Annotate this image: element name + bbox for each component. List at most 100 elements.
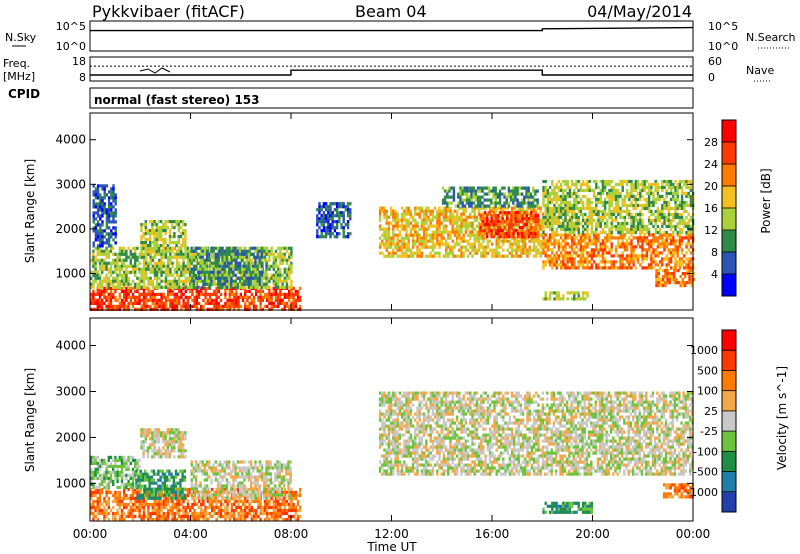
data-cell <box>223 261 226 265</box>
data-cell <box>221 267 224 271</box>
data-cell <box>340 226 343 230</box>
data-cell <box>433 245 437 249</box>
data-cell <box>322 202 326 206</box>
data-cell <box>534 235 537 239</box>
data-cell <box>621 197 624 202</box>
data-cell <box>407 254 410 258</box>
data-cell <box>477 206 481 210</box>
data-cell <box>288 246 291 250</box>
data-cell <box>639 245 642 249</box>
data-cell <box>94 292 97 296</box>
data-cell <box>676 233 679 237</box>
data-cell <box>470 204 473 208</box>
data-cell <box>232 264 235 268</box>
data-cell <box>674 266 677 270</box>
data-cell <box>296 295 300 299</box>
data-cell <box>440 221 443 225</box>
data-cell <box>488 233 492 237</box>
data-cell <box>683 182 686 187</box>
data-cell <box>247 261 251 265</box>
data-cell <box>498 204 502 208</box>
data-cell <box>477 239 481 243</box>
data-cell <box>149 255 152 259</box>
data-cell <box>568 200 572 205</box>
data-cell <box>606 191 609 196</box>
data-cell <box>652 236 655 240</box>
data-cell <box>687 227 690 232</box>
data-cell <box>592 236 596 240</box>
data-cell <box>595 236 598 240</box>
data-cell <box>178 276 181 280</box>
data-cell <box>333 202 337 206</box>
data-cell <box>277 276 280 280</box>
data-cell <box>429 236 432 240</box>
data-cell <box>149 229 152 233</box>
data-cell <box>573 236 576 240</box>
data-cell <box>118 307 121 311</box>
data-cell <box>342 214 345 218</box>
data-cell <box>521 220 524 224</box>
data-cell <box>481 214 484 218</box>
data-cell <box>414 218 417 222</box>
data-cell <box>630 239 633 243</box>
data-cell <box>92 292 95 296</box>
data-cell <box>548 236 552 240</box>
data-cell <box>270 301 273 305</box>
data-cell <box>447 230 450 234</box>
data-cell <box>534 220 537 224</box>
data-cell <box>227 285 231 289</box>
data-cell <box>539 251 542 255</box>
data-cell <box>477 227 481 231</box>
data-cell <box>656 194 660 199</box>
data-cell <box>597 191 600 196</box>
data-cell <box>621 251 624 255</box>
data-cell <box>495 206 498 210</box>
data-cell <box>272 252 275 256</box>
data-cell <box>647 248 651 252</box>
data-cell <box>621 266 624 270</box>
data-cell <box>171 220 174 224</box>
data-cell <box>667 263 671 267</box>
data-cell <box>548 291 552 295</box>
data-cell <box>641 212 644 217</box>
data-cell <box>568 203 572 208</box>
data-cell <box>623 200 627 205</box>
data-cell <box>599 242 602 246</box>
data-cell <box>223 255 226 259</box>
data-cell <box>685 245 688 249</box>
data-cell <box>447 206 450 210</box>
data-cell <box>559 221 563 226</box>
data-cell <box>548 194 552 199</box>
data-cell <box>418 209 421 213</box>
data-cell <box>136 295 139 299</box>
data-cell <box>532 186 535 190</box>
data-cell <box>623 179 627 184</box>
data-cell <box>619 266 622 270</box>
data-cell <box>256 285 259 289</box>
data-cell <box>178 252 181 256</box>
data-cell <box>422 245 426 249</box>
data-cell <box>149 307 152 311</box>
data-cell <box>462 221 465 225</box>
data-cell <box>205 264 209 268</box>
data-cell <box>184 255 187 259</box>
data-cell <box>579 251 583 255</box>
data-cell <box>110 196 113 200</box>
data-cell <box>420 251 424 255</box>
data-cell <box>525 232 528 236</box>
data-cell <box>378 224 382 228</box>
data-cell <box>639 215 642 220</box>
data-cell <box>270 273 273 277</box>
data-cell <box>452 192 456 196</box>
data-cell <box>418 227 421 231</box>
data-cell <box>171 289 174 293</box>
data-cell <box>539 239 542 243</box>
data-cell <box>570 191 574 196</box>
data-cell <box>322 226 326 230</box>
data-cell <box>647 227 651 232</box>
data-cell <box>272 289 275 293</box>
data-cell <box>212 282 215 286</box>
data-cell <box>387 251 391 255</box>
data-cell <box>584 257 587 261</box>
data-cell <box>490 229 493 233</box>
